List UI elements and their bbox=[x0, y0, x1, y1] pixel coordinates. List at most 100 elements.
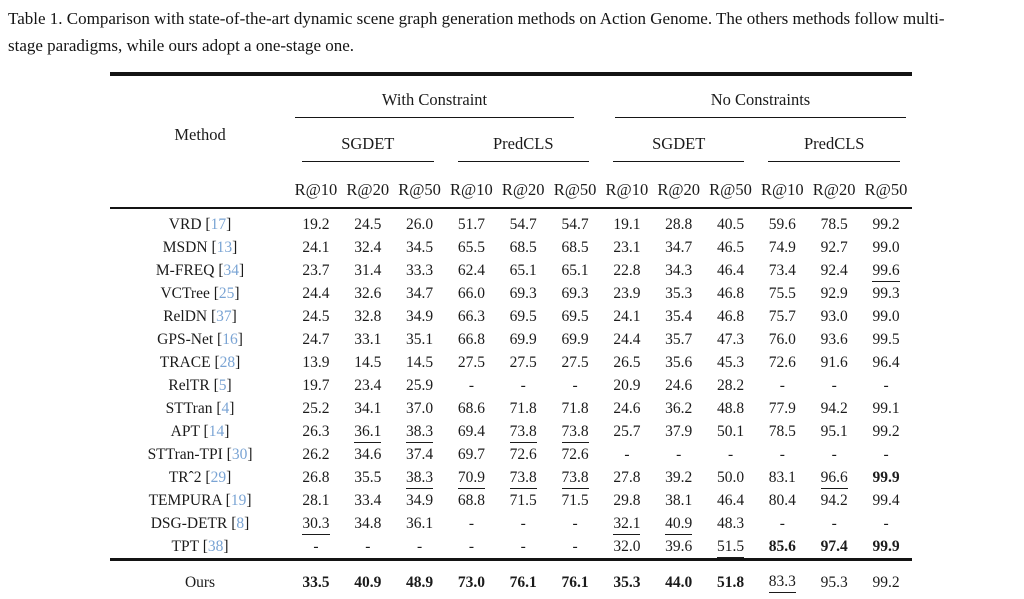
value-cell: 75.5 bbox=[768, 285, 796, 302]
subgroup-header-sgdet-wc: SGDET bbox=[290, 118, 445, 162]
value-cell: 34.7 bbox=[665, 239, 693, 256]
method-name-cell: DSG-DETR [8] bbox=[150, 515, 250, 532]
value-cell: 51.5 bbox=[705, 535, 757, 560]
value-cell: 48.8 bbox=[716, 400, 745, 417]
method-name: STTran-TPI bbox=[147, 446, 223, 463]
value-cell: 83.3 bbox=[756, 558, 809, 599]
value-cell: 68.5 bbox=[509, 239, 537, 256]
citation-ref: 28 bbox=[219, 354, 236, 371]
method-name-cell: M-FREQ [34] bbox=[155, 262, 245, 279]
value-cell: 33.4 bbox=[354, 492, 382, 509]
value-cell: 99.1 bbox=[872, 400, 900, 417]
value-cell: - bbox=[727, 446, 734, 463]
value-cell: 24.1 bbox=[302, 239, 330, 256]
value-cell: 92.9 bbox=[820, 285, 848, 302]
value-cell: 34.9 bbox=[406, 308, 434, 325]
table-row: RelDN [37] 24.5 32.8 34.9 66.3 69.5 69.5 24.1 35… bbox=[110, 305, 912, 328]
table-row: APT [14] 26.3 36.1 38.3 69.4 73.8 73.8 25.7 37.9… bbox=[110, 420, 912, 443]
method-column-header: Method bbox=[110, 74, 291, 209]
value-cell: - bbox=[883, 377, 889, 394]
caption-line-2: stage paradigms, while ours adopt a one-… bbox=[8, 35, 355, 55]
value-cell: 69.3 bbox=[509, 285, 537, 302]
metric-header-cell: R@10 bbox=[756, 162, 809, 209]
value-cell: 97.4 bbox=[820, 538, 848, 555]
value-cell: 34.8 bbox=[354, 515, 382, 532]
citation-ref: 5 bbox=[218, 377, 227, 394]
value-cell: - bbox=[365, 538, 371, 555]
table-row: TEMPURA [19] 28.1 33.4 34.9 68.8 71.5 71.5 29.8… bbox=[110, 489, 912, 512]
value-cell: 34.6 bbox=[354, 446, 382, 463]
value-cell: 71.8 bbox=[561, 400, 589, 417]
value-cell: 69.3 bbox=[561, 285, 589, 302]
value-cell: 50.1 bbox=[716, 423, 745, 440]
results-table: Method With Constraint No Constraints SG… bbox=[110, 72, 912, 599]
value-cell: 99.6 bbox=[860, 259, 912, 282]
value-cell: - bbox=[468, 538, 474, 555]
method-label: Method bbox=[174, 124, 226, 144]
method-name: M-FREQ bbox=[155, 262, 215, 279]
value-cell: 19.1 bbox=[613, 216, 641, 233]
method-name: VCTree bbox=[160, 285, 210, 302]
value-cell: 50.0 bbox=[716, 469, 745, 486]
method-name: DSG-DETR bbox=[150, 515, 228, 532]
value-cell: 99.9 bbox=[872, 538, 900, 555]
value-cell: 22.8 bbox=[613, 262, 641, 279]
value-cell: 34.9 bbox=[406, 492, 434, 509]
value-cell: 24.5 bbox=[354, 216, 382, 233]
method-name-cell: RelTR [5] bbox=[168, 377, 232, 394]
value-cell: 80.4 bbox=[768, 492, 796, 509]
value-cell: 35.3 bbox=[665, 285, 693, 302]
value-cell: 31.4 bbox=[354, 262, 382, 279]
metric-header-cell: R@20 bbox=[808, 162, 861, 209]
value-cell: 35.5 bbox=[354, 469, 382, 486]
value-cell: 94.2 bbox=[820, 400, 848, 417]
value-cell: 45.3 bbox=[716, 354, 745, 371]
value-cell: 51.8 bbox=[704, 558, 757, 599]
value-cell: 32.0 bbox=[613, 538, 641, 555]
value-cell: 36.1 bbox=[342, 420, 394, 443]
value-cell: 40.9 bbox=[341, 558, 394, 599]
value-cell: - bbox=[779, 446, 785, 463]
value-cell: 23.4 bbox=[354, 377, 382, 394]
value-cell: 32.4 bbox=[354, 239, 382, 256]
value-cell: 37.4 bbox=[406, 446, 434, 463]
value-cell: 69.5 bbox=[561, 308, 589, 325]
value-cell: - bbox=[779, 377, 785, 394]
value-cell: 23.7 bbox=[302, 262, 330, 279]
value-cell: 69.9 bbox=[509, 331, 537, 348]
metric-header-cell: R@50 bbox=[393, 162, 446, 209]
value-cell: 24.4 bbox=[302, 285, 330, 302]
method-name: TRACE bbox=[159, 354, 211, 371]
method-name: RelDN bbox=[163, 308, 208, 325]
value-cell: 85.6 bbox=[768, 538, 796, 555]
table-row: TRˆ2 [29] 26.8 35.5 38.3 70.9 73.8 73.8 27.8 39.… bbox=[110, 466, 912, 489]
table-row: VRD [17] 19.2 24.5 26.0 51.7 54.7 54.7 19.1 28.8… bbox=[110, 208, 912, 236]
table-row: STTran [4] 25.2 34.1 37.0 68.6 71.8 71.8 24.6 36… bbox=[110, 397, 912, 420]
value-cell: 99.9 bbox=[872, 469, 900, 486]
value-cell: 28.8 bbox=[665, 216, 693, 233]
value-cell: 19.2 bbox=[302, 216, 330, 233]
group-header-with-constraint: With Constraint bbox=[290, 74, 601, 118]
value-cell: - bbox=[520, 515, 526, 532]
value-cell: 96.4 bbox=[872, 354, 900, 371]
metric-header-cell: R@20 bbox=[341, 162, 394, 209]
value-cell: - bbox=[831, 446, 837, 463]
value-cell: 34.1 bbox=[354, 400, 382, 417]
subgroup-header-predcls-nc: PredCLS bbox=[756, 118, 912, 162]
value-cell: 66.3 bbox=[457, 308, 485, 325]
value-cell: 46.8 bbox=[716, 285, 745, 302]
value-cell: 65.1 bbox=[561, 262, 589, 279]
value-cell: 26.8 bbox=[302, 469, 330, 486]
value-cell: 23.9 bbox=[613, 285, 641, 302]
value-cell: - bbox=[676, 446, 682, 463]
value-cell: 73.8 bbox=[549, 420, 601, 443]
value-cell: 73.8 bbox=[497, 420, 549, 443]
value-cell: 95.1 bbox=[820, 423, 848, 440]
value-cell: 99.0 bbox=[872, 308, 900, 325]
table-row: TPT [38] - - - - - - 32.0 39.6 51.5 85.6 97.4 99.9 bbox=[110, 535, 912, 560]
value-cell: 92.7 bbox=[820, 239, 848, 256]
value-cell: 28.2 bbox=[716, 377, 745, 394]
metric-header-cell: R@50 bbox=[704, 162, 757, 209]
value-cell: 71.5 bbox=[561, 492, 589, 509]
